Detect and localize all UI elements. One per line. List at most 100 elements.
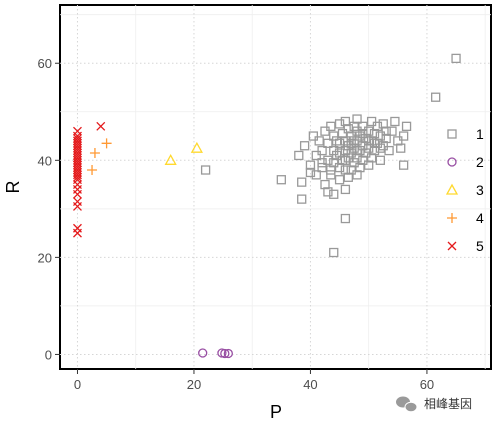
legend-label-2: 2 <box>476 154 484 170</box>
legend-label-5: 5 <box>476 238 484 254</box>
point-s1-6 <box>329 247 339 258</box>
point-s5-0 <box>96 121 106 131</box>
point-s5-27 <box>73 228 82 238</box>
series-4 <box>87 138 112 176</box>
point-s1-87 <box>334 148 345 158</box>
legend-label-1: 1 <box>476 126 484 142</box>
axis-ticks: 0 20 40 60 0 20 40 60 <box>38 56 435 392</box>
point-s1-35 <box>340 184 351 195</box>
point-s2-2 <box>220 348 230 359</box>
grid-lines <box>60 5 491 369</box>
point-s1-42 <box>343 124 353 134</box>
point-s1-28 <box>332 150 342 161</box>
legend-key-1 <box>447 129 457 139</box>
point-s1-37 <box>340 145 351 156</box>
point-s1-11 <box>308 131 319 141</box>
point-s1-63 <box>364 160 374 170</box>
point-s1-5 <box>297 194 307 204</box>
point-s1-70 <box>369 128 380 139</box>
point-s1-43 <box>346 165 356 175</box>
point-s1-74 <box>375 131 385 141</box>
point-s1-45 <box>346 138 356 148</box>
point-s1-55 <box>355 162 365 173</box>
point-s3-0 <box>164 153 177 165</box>
point-s1-53 <box>352 126 362 136</box>
point-s1-18 <box>320 126 330 136</box>
point-s1-77 <box>381 133 391 144</box>
point-s1-90 <box>358 128 368 139</box>
point-s1-76 <box>378 119 388 129</box>
point-s1-19 <box>323 187 333 197</box>
point-s1-91 <box>364 136 374 146</box>
point-s4-2 <box>101 138 112 149</box>
point-s1-75 <box>378 141 388 151</box>
point-s3-1 <box>190 141 203 153</box>
point-s1-57 <box>355 131 365 141</box>
point-s1-20 <box>323 155 333 165</box>
series-5 <box>73 121 106 238</box>
legend-key-3 <box>445 183 459 195</box>
legend-key-5 <box>447 241 457 251</box>
y-tick-label-2: 40 <box>38 153 52 168</box>
legend: 1 2 3 4 5 <box>445 126 484 254</box>
point-s1-54 <box>352 114 362 124</box>
watermark-text: 相峰基因 <box>424 397 472 411</box>
point-s4-1 <box>89 148 100 159</box>
point-s1-26 <box>329 145 339 156</box>
point-s1-1 <box>431 92 441 102</box>
point-s1-17 <box>320 179 330 190</box>
data-points <box>73 53 461 359</box>
series-1 <box>200 53 461 258</box>
point-s1-97 <box>381 126 391 136</box>
point-s1-69 <box>369 145 380 156</box>
point-s1-4 <box>297 177 307 187</box>
point-s1-50 <box>352 170 362 180</box>
x-tick-label-0: 0 <box>74 377 81 392</box>
point-s1-7 <box>340 213 351 224</box>
point-s1-80 <box>390 116 400 127</box>
point-s1-32 <box>334 119 345 129</box>
point-s1-16 <box>317 145 327 156</box>
point-s1-86 <box>326 165 336 175</box>
point-s1-14 <box>314 136 324 146</box>
x-tick-label-2: 40 <box>303 377 317 392</box>
point-s1-48 <box>349 143 359 153</box>
point-s1-65 <box>364 126 374 136</box>
legend-label-4: 4 <box>476 210 484 226</box>
point-s1-31 <box>334 138 345 148</box>
x-tick-label-1: 20 <box>187 377 201 392</box>
series-2 <box>198 348 233 359</box>
point-s1-12 <box>311 170 321 180</box>
x-tick-label-3: 60 <box>420 377 434 392</box>
y-tick-label-3: 60 <box>38 56 52 71</box>
point-s1-60 <box>358 121 368 131</box>
plot-panel <box>59 4 492 370</box>
point-s1-21 <box>323 138 333 148</box>
point-s1-10 <box>305 160 316 170</box>
point-s1-66 <box>366 153 377 163</box>
point-s1-41 <box>343 153 353 163</box>
point-s1-0 <box>451 53 461 64</box>
point-s1-58 <box>358 155 368 165</box>
point-s2-3 <box>223 348 233 359</box>
point-s1-61 <box>361 148 371 158</box>
legend-key-2 <box>447 157 457 167</box>
point-s1-64 <box>364 143 374 153</box>
point-s1-29 <box>334 175 345 185</box>
y-axis-title: R <box>3 181 23 194</box>
point-s1-22 <box>326 170 336 180</box>
point-s1-13 <box>311 150 321 161</box>
point-s1-79 <box>387 126 397 136</box>
point-s1-38 <box>340 136 351 146</box>
point-s5-23 <box>73 189 82 199</box>
point-s1-44 <box>346 148 356 158</box>
point-s1-3 <box>276 175 286 185</box>
point-s1-27 <box>329 131 339 141</box>
point-s1-98 <box>305 167 316 178</box>
point-s1-25 <box>329 158 339 168</box>
point-s1-24 <box>329 189 339 199</box>
x-axis-title: P <box>270 402 282 422</box>
point-s1-85 <box>401 121 412 131</box>
point-s1-8 <box>294 150 304 161</box>
point-s2-0 <box>198 348 208 358</box>
